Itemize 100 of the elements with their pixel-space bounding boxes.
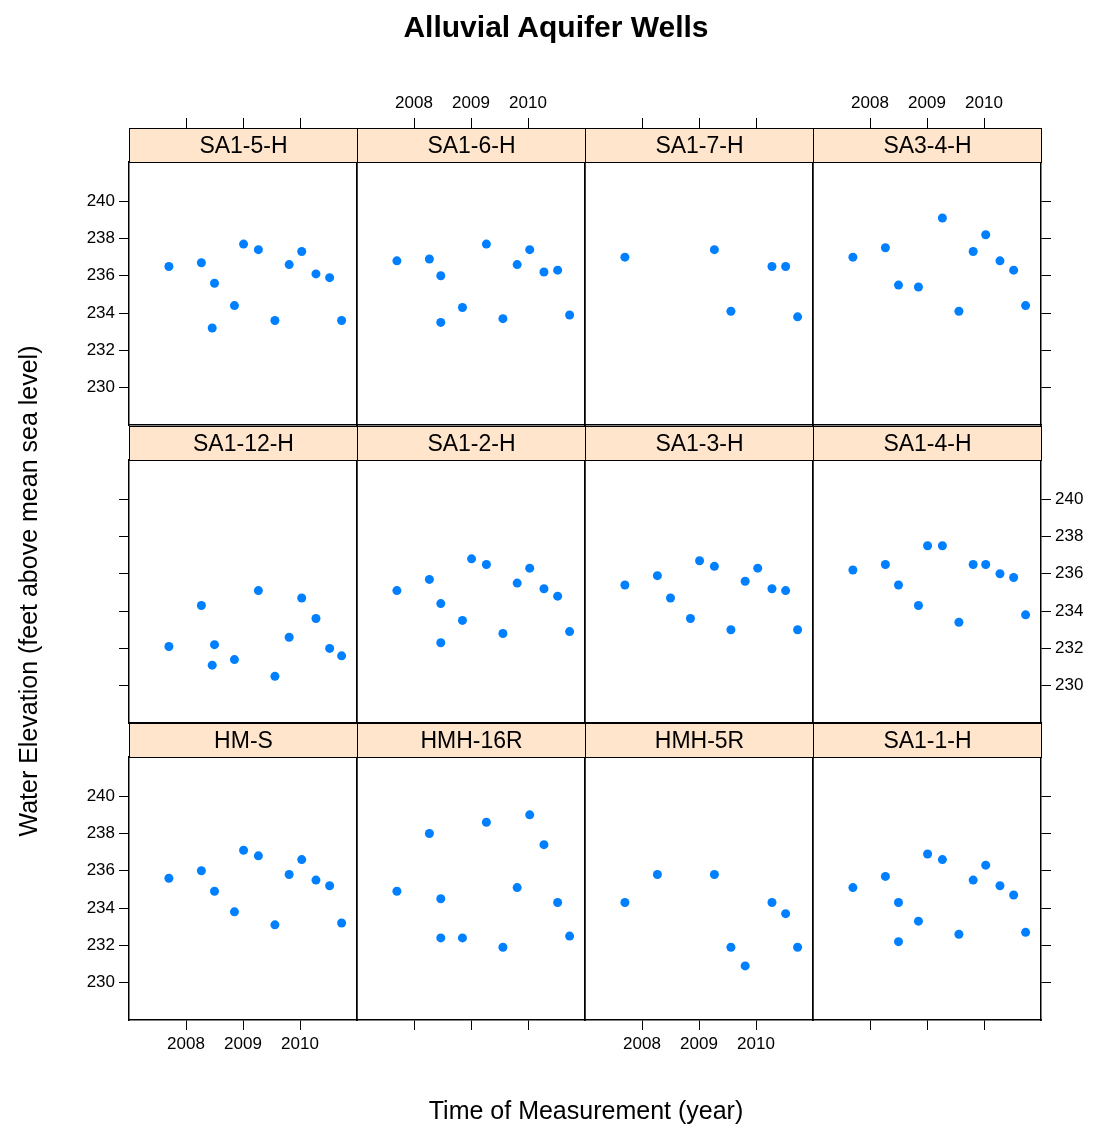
point bbox=[767, 584, 777, 594]
point bbox=[311, 269, 321, 279]
point bbox=[210, 886, 219, 896]
point bbox=[210, 278, 219, 288]
point bbox=[726, 942, 736, 952]
point bbox=[210, 640, 219, 650]
y-tick-label: 240 bbox=[1055, 488, 1084, 508]
point bbox=[913, 282, 923, 292]
point bbox=[1009, 573, 1019, 583]
point bbox=[164, 642, 174, 652]
point bbox=[913, 916, 923, 926]
x-axis-title: Time of Measurement (year) bbox=[428, 1095, 744, 1125]
point bbox=[726, 625, 736, 635]
y-tick-label: 234 bbox=[86, 897, 115, 917]
y-tick-label: 230 bbox=[86, 377, 115, 397]
point bbox=[620, 897, 630, 907]
point bbox=[894, 280, 903, 290]
point bbox=[1009, 890, 1019, 900]
point bbox=[995, 881, 1005, 891]
point bbox=[740, 576, 750, 586]
chart-subtitle: SA1-4-H bbox=[813, 426, 1042, 461]
point bbox=[880, 871, 890, 881]
point bbox=[392, 256, 402, 266]
point bbox=[392, 586, 402, 596]
point bbox=[512, 578, 522, 588]
point bbox=[894, 937, 903, 947]
text: Alluvial Aquifer Wells bbox=[403, 10, 709, 43]
point bbox=[968, 875, 978, 885]
point bbox=[968, 559, 978, 569]
point bbox=[995, 569, 1005, 579]
chart-subtitle: SA1-1-H bbox=[813, 723, 1042, 758]
point bbox=[284, 260, 294, 270]
point bbox=[695, 556, 705, 566]
point bbox=[196, 600, 206, 610]
point bbox=[995, 256, 1005, 266]
point bbox=[239, 845, 249, 855]
point bbox=[620, 252, 630, 262]
y-tick-label: 234 bbox=[1055, 600, 1084, 620]
point bbox=[968, 247, 978, 257]
point bbox=[937, 541, 947, 551]
chart-subtitle: SA1-5-H bbox=[129, 128, 358, 163]
point bbox=[565, 931, 575, 941]
point bbox=[539, 584, 549, 594]
point bbox=[954, 306, 964, 316]
point bbox=[753, 563, 763, 573]
point bbox=[512, 883, 522, 893]
point bbox=[457, 615, 467, 625]
point bbox=[793, 312, 803, 322]
point bbox=[270, 920, 280, 930]
point bbox=[253, 245, 263, 255]
point bbox=[652, 571, 662, 581]
point bbox=[781, 586, 791, 596]
y-tick-label: 234 bbox=[86, 302, 115, 322]
point bbox=[781, 909, 791, 919]
point bbox=[539, 840, 549, 850]
point bbox=[337, 316, 347, 326]
point bbox=[565, 310, 575, 320]
y-axis-title: Water Elevation (feet above mean sea level) bbox=[13, 345, 43, 837]
x-tick-label: 2010 bbox=[737, 1033, 775, 1053]
y-tick-label: 236 bbox=[1055, 563, 1084, 583]
point bbox=[498, 314, 508, 324]
point bbox=[229, 301, 239, 311]
point bbox=[539, 267, 549, 277]
point bbox=[767, 261, 777, 271]
x-tick-label: 2009 bbox=[224, 1033, 262, 1053]
x-tick-label: 2008 bbox=[623, 1033, 661, 1053]
point bbox=[709, 561, 719, 571]
point bbox=[793, 625, 803, 635]
point bbox=[954, 617, 964, 627]
point bbox=[1021, 927, 1031, 937]
y-tick-label: 236 bbox=[86, 860, 115, 880]
point bbox=[457, 933, 467, 943]
point bbox=[512, 260, 522, 270]
point bbox=[709, 245, 719, 255]
point bbox=[436, 599, 446, 609]
point bbox=[297, 855, 307, 865]
point bbox=[424, 254, 434, 264]
point bbox=[685, 614, 695, 624]
y-tick-label: 240 bbox=[86, 785, 115, 805]
point bbox=[457, 302, 467, 312]
point bbox=[894, 580, 903, 590]
point bbox=[498, 942, 508, 952]
point bbox=[848, 252, 858, 262]
point bbox=[981, 230, 991, 240]
point bbox=[981, 559, 991, 569]
point bbox=[553, 591, 563, 601]
x-tick-label: 2010 bbox=[281, 1033, 319, 1053]
x-tick-label: 2010 bbox=[965, 93, 1003, 113]
point bbox=[270, 671, 280, 681]
y-tick-label: 236 bbox=[86, 265, 115, 285]
x-tick-label: 2008 bbox=[395, 93, 433, 113]
chart-subtitle: SA1-12-H bbox=[129, 426, 358, 461]
point bbox=[164, 261, 174, 271]
point bbox=[498, 628, 508, 638]
y-tick-label: 232 bbox=[86, 340, 115, 360]
y-tick-label: 238 bbox=[86, 823, 115, 843]
point bbox=[1021, 301, 1031, 311]
point bbox=[253, 586, 263, 596]
point bbox=[880, 243, 890, 253]
point bbox=[923, 849, 933, 859]
